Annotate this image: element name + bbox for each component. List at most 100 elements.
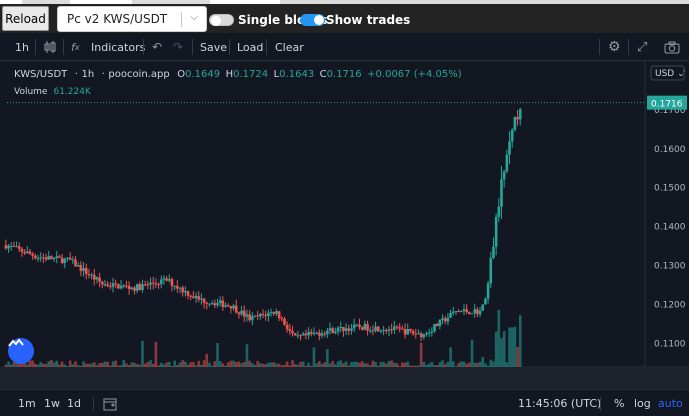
candle-body	[50, 256, 53, 260]
volume-bar	[221, 363, 225, 367]
range-1m-button[interactable]: 1m	[18, 397, 36, 410]
bottom-bar: 1m 1w 1d 11:45:06 (UTC) % log auto	[0, 389, 689, 416]
volume-bar	[253, 364, 257, 367]
candle-body	[167, 279, 171, 281]
candle-body	[328, 328, 332, 331]
candle-body	[350, 328, 353, 331]
chart-svg[interactable]: 0.18000.17000.16000.15000.14000.13000.12…	[0, 61, 689, 367]
volume-bar	[208, 362, 211, 367]
auto-button[interactable]: auto	[658, 397, 683, 410]
indicators-button[interactable]: Indicators	[91, 40, 146, 54]
single-blocks-toggle[interactable]	[209, 14, 234, 26]
volume-bar	[473, 362, 477, 367]
volume-value: 61.224K	[53, 87, 91, 97]
volume-bar	[50, 360, 53, 367]
candle-body	[264, 314, 268, 317]
legend-high-key: H	[225, 69, 234, 80]
volume-bar	[151, 363, 155, 367]
volume-bar	[438, 362, 442, 367]
log-button[interactable]: log	[634, 397, 651, 410]
clear-button[interactable]: Clear	[275, 40, 304, 54]
candle-body	[438, 319, 442, 327]
volume-bar	[95, 365, 99, 367]
volume-bar	[261, 363, 265, 367]
candle-body	[417, 333, 420, 335]
candle-body	[248, 314, 251, 321]
percent-button[interactable]: %	[614, 397, 625, 410]
candle-body	[92, 274, 96, 280]
candle-style-icon[interactable]	[44, 33, 56, 61]
candle-body	[347, 328, 351, 331]
candle-body	[473, 309, 477, 314]
volume-label: Volume	[14, 87, 48, 97]
show-trades-toggle[interactable]	[300, 14, 325, 26]
goto-date-icon[interactable]	[103, 390, 117, 416]
candle-body	[269, 312, 273, 314]
volume-bar	[194, 365, 198, 367]
volume-bar	[74, 361, 77, 367]
volume-bar	[315, 363, 318, 367]
volume-bar	[210, 365, 214, 367]
candle-body	[352, 324, 356, 329]
fullscreen-icon[interactable]: ⤢	[637, 39, 648, 55]
interval-button[interactable]: 1h	[15, 40, 29, 54]
volume-bar	[4, 364, 8, 367]
candle-body	[307, 332, 310, 336]
candle-body	[205, 302, 209, 304]
legend-low: 0.1643	[279, 69, 315, 80]
volume-bar	[390, 360, 393, 367]
volume-bar	[476, 362, 479, 367]
volume-bar	[379, 362, 383, 367]
undo-icon[interactable]: ↶	[152, 40, 163, 54]
price-chart[interactable]: 0.18000.17000.16000.15000.14000.13000.12…	[0, 61, 689, 367]
candle-body	[23, 251, 26, 254]
volume-bar	[192, 361, 195, 367]
camera-icon[interactable]	[664, 33, 680, 61]
candle-body	[312, 333, 316, 335]
volume-bar	[331, 360, 335, 367]
volume-bar	[280, 365, 284, 367]
volume-bar	[425, 364, 428, 367]
load-button[interactable]: Load	[237, 40, 264, 54]
candle-body	[229, 305, 233, 309]
volume-bar	[103, 361, 107, 367]
range-1d-button[interactable]: 1d	[67, 397, 81, 410]
candle-body	[366, 323, 369, 331]
candle-body	[58, 256, 61, 258]
volume-bar	[197, 360, 201, 367]
candle-body	[462, 309, 466, 312]
save-button[interactable]: Save	[200, 40, 228, 54]
candle-body	[296, 335, 300, 337]
currency-select[interactable]	[650, 65, 685, 81]
volume-bar	[411, 365, 415, 367]
tradingview-logo-icon[interactable]	[8, 338, 34, 364]
candle-body	[114, 283, 117, 285]
volume-bar	[176, 364, 179, 367]
pair-select[interactable]: Pc v2 KWS/USDT ⌵	[57, 6, 207, 32]
volume-bar	[465, 363, 468, 367]
price-tick-label: 0.1600	[654, 145, 686, 155]
candle-body	[411, 330, 415, 334]
candle-body	[234, 305, 238, 313]
volume-bar	[500, 338, 503, 367]
reload-button[interactable]: Reload	[2, 6, 49, 31]
volume-bar	[28, 360, 32, 367]
volume-bar	[36, 364, 40, 367]
candle-body	[406, 329, 410, 335]
candle-body	[36, 257, 40, 259]
redo-icon[interactable]: ↷	[173, 40, 184, 54]
candle-body	[138, 284, 142, 290]
range-1w-button[interactable]: 1w	[44, 397, 60, 410]
candle-body	[409, 329, 412, 331]
volume-bar	[216, 343, 219, 367]
volume-bar	[31, 360, 34, 367]
settings-gear-icon[interactable]: ⚙	[608, 39, 621, 55]
candle-body	[68, 257, 72, 260]
candle-body	[125, 285, 128, 287]
volume-bar	[138, 364, 142, 367]
legend-symbol: KWS/USDT	[14, 69, 68, 80]
candle-body	[245, 314, 249, 317]
candle-body	[63, 258, 67, 264]
volume-bar	[237, 361, 241, 367]
